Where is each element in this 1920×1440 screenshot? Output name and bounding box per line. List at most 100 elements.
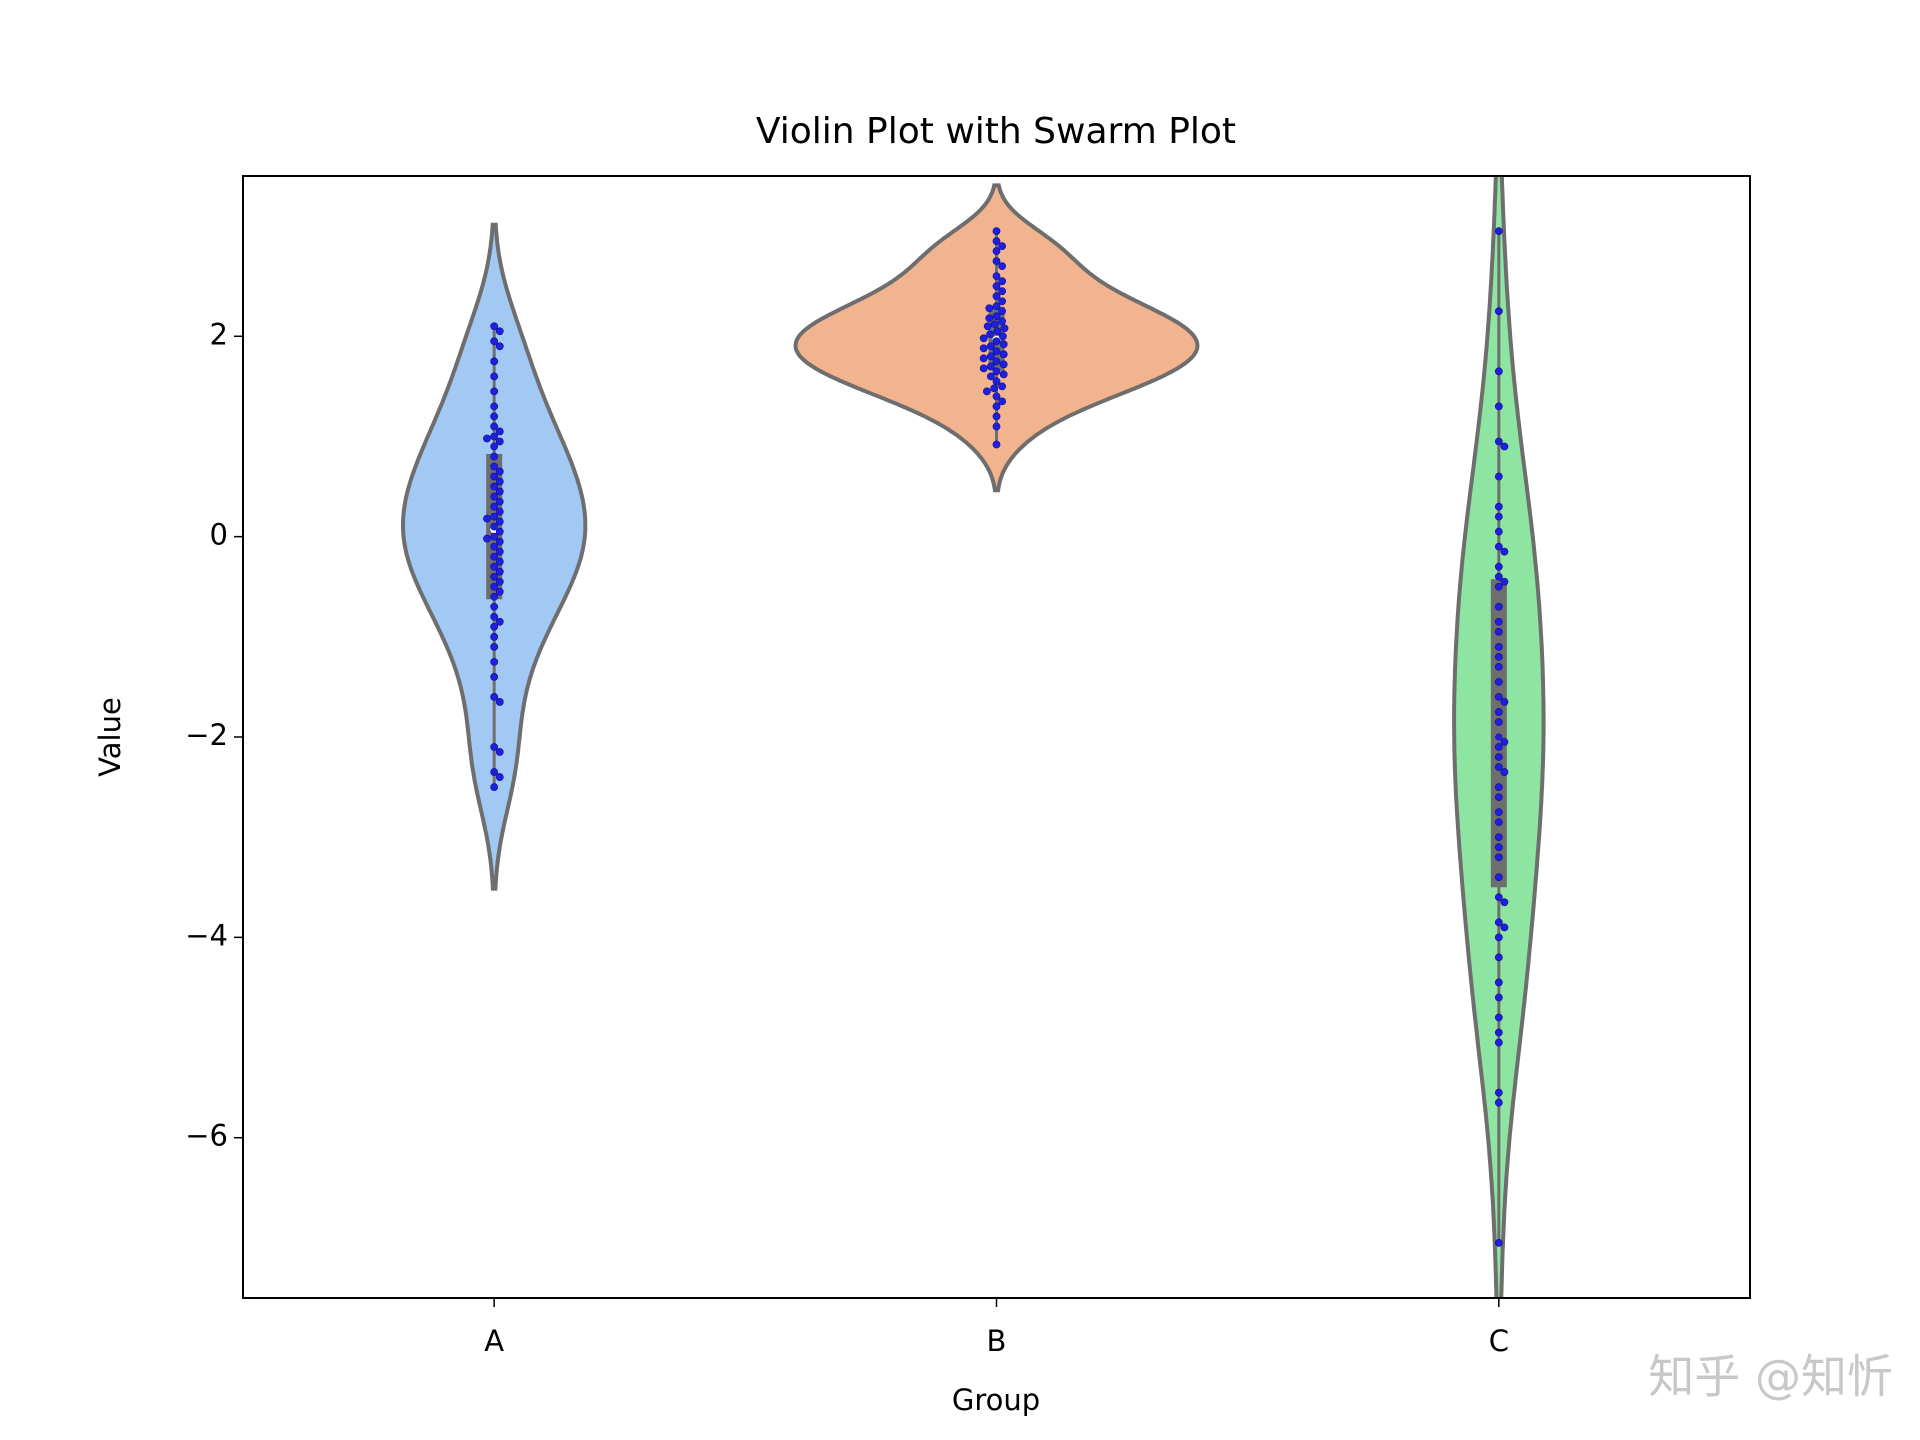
swarm-point: [1494, 502, 1503, 511]
swarm-point: [998, 262, 1006, 271]
swarm-point: [490, 422, 499, 431]
swarm-point: [495, 587, 504, 596]
swarm-point: [987, 362, 995, 371]
y-axis-label: Value: [93, 697, 127, 777]
swarm-point: [979, 344, 988, 353]
y-tick-label: 2: [210, 317, 228, 351]
swarm-point: [490, 592, 499, 601]
swarm-point: [999, 340, 1008, 349]
swarm-point: [490, 462, 499, 471]
swarm-point: [1494, 893, 1503, 902]
swarm-point: [1500, 577, 1509, 586]
swarm-point: [998, 397, 1006, 406]
swarm-point: [1494, 1013, 1503, 1022]
swarm-point: [490, 582, 499, 591]
swarm-point: [1494, 542, 1503, 551]
swarm-point: [1494, 733, 1503, 741]
swarm-point: [490, 572, 499, 581]
swarm-point: [1494, 472, 1503, 481]
swarm-point: [483, 434, 491, 443]
swarm-point: [1494, 678, 1503, 686]
x-tick-label: A: [484, 1324, 504, 1358]
swarm-point: [992, 367, 1001, 376]
swarm-point: [1500, 738, 1509, 746]
swarm-point: [998, 297, 1006, 306]
swarm-point: [495, 437, 504, 446]
swarm-point: [992, 357, 1001, 366]
swarm-point: [1494, 1239, 1503, 1247]
swarm-point: [490, 783, 499, 791]
swarm-point: [490, 412, 499, 421]
swarm-point: [490, 532, 499, 541]
swarm-point: [490, 612, 499, 621]
swarm-point: [987, 352, 995, 361]
plot-frame: [242, 175, 1751, 1299]
swarm-point: [998, 317, 1006, 326]
swarm-point: [992, 312, 1001, 321]
swarm-point: [495, 427, 504, 436]
swarm-point: [1494, 843, 1503, 852]
swarm-point: [991, 320, 999, 329]
swarm-point: [992, 377, 1001, 386]
swarm-point: [495, 517, 504, 526]
swarm-point: [979, 354, 988, 363]
swarm-point: [490, 672, 499, 681]
swarm-point: [992, 292, 1001, 301]
swarm-point: [998, 277, 1006, 286]
swarm-point: [1494, 763, 1503, 771]
x-axis-label: Group: [952, 1383, 1040, 1417]
swarm-point: [1494, 993, 1503, 1002]
swarm-point: [992, 302, 1001, 311]
swarm-point: [495, 557, 504, 566]
swarm-point: [1000, 324, 1009, 333]
swarm-point: [490, 552, 499, 561]
swarm-point: [1494, 793, 1503, 802]
y-tick-label: −6: [185, 1119, 228, 1153]
swarm-point: [999, 370, 1008, 379]
watermark: 知乎 @知忻: [1648, 1350, 1893, 1404]
swarm-point: [490, 768, 499, 776]
swarm-point: [1494, 873, 1503, 882]
swarm-point: [1500, 768, 1509, 776]
swarm-point: [985, 314, 994, 323]
swarm-point: [1494, 582, 1503, 591]
y-tick-label: −4: [185, 918, 228, 952]
swarm-point: [1494, 808, 1503, 817]
swarm-point: [495, 698, 504, 706]
x-tick-label: C: [1489, 1324, 1509, 1358]
swarm-point: [1494, 853, 1503, 862]
swarm-point: [1494, 437, 1503, 446]
swarm-point: [1494, 402, 1503, 411]
plot-area: [401, 176, 1546, 1298]
swarm-point: [1494, 367, 1503, 376]
swarm-point: [1494, 527, 1503, 536]
swarm-point: [998, 287, 1006, 296]
swarm-point: [992, 347, 1001, 356]
swarm-point: [1494, 743, 1503, 751]
swarm-point: [992, 440, 1001, 449]
swarm-point: [490, 482, 499, 491]
swarm-point: [1494, 572, 1503, 581]
swarm-point: [495, 507, 504, 516]
swarm-point: [1494, 307, 1503, 316]
swarm-point: [1494, 602, 1503, 611]
swarm-point: [1494, 708, 1503, 716]
swarm-point: [495, 748, 504, 756]
swarm-point: [1494, 227, 1503, 235]
swarm-point: [490, 372, 499, 381]
swarm-point: [490, 357, 499, 366]
swarm-point: [979, 364, 988, 373]
swarm-point: [483, 534, 491, 543]
swarm-point: [992, 402, 1001, 411]
swarm-point: [998, 307, 1006, 316]
swarm-point: [1494, 978, 1503, 987]
swarm-point: [998, 242, 1006, 251]
swarm-point: [490, 492, 499, 501]
y-tick-label: −2: [185, 718, 228, 752]
swarm-point: [1494, 662, 1503, 671]
swarm-point: [495, 577, 504, 586]
swarm-point: [490, 602, 499, 611]
swarm-point: [490, 502, 499, 511]
swarm-point: [990, 384, 998, 393]
swarm-point: [490, 743, 499, 751]
